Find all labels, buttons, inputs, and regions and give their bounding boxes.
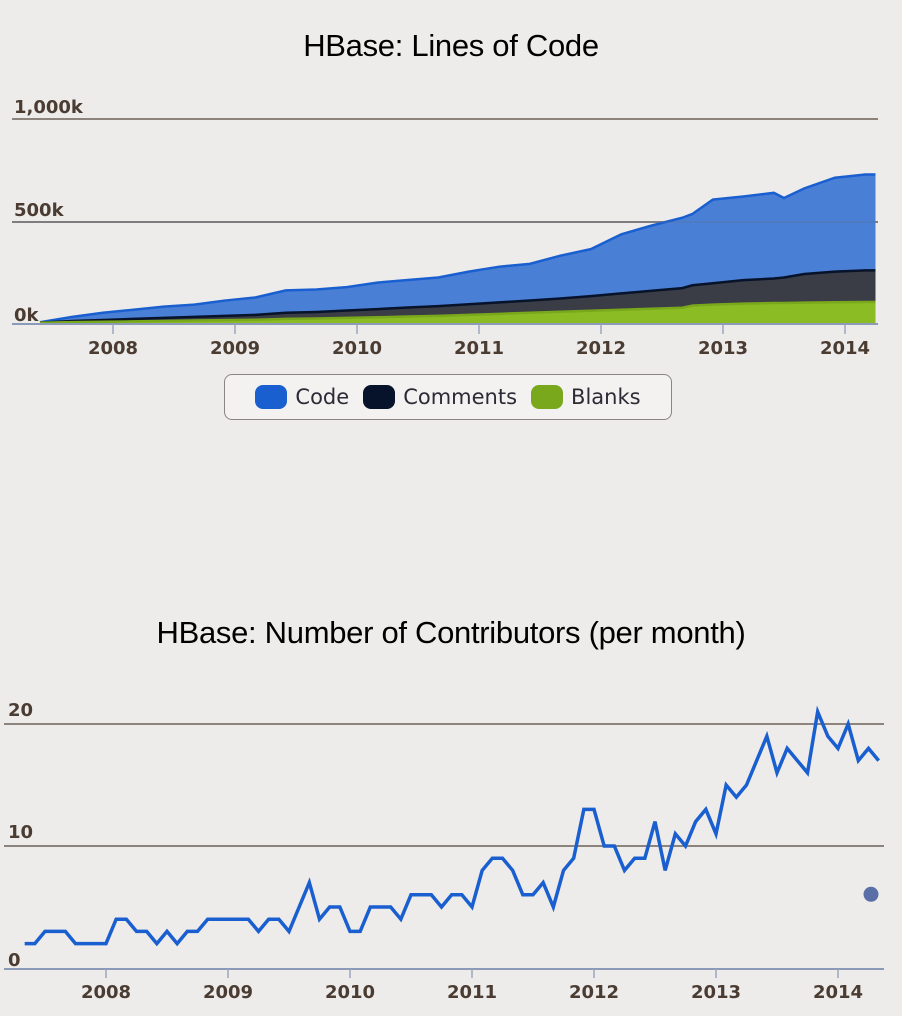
comments-area (40, 270, 876, 323)
latest-point-marker[interactable] (863, 886, 879, 902)
legend-label-code: Code (295, 385, 350, 409)
contributors-x-label: 2014 (813, 982, 863, 1003)
contributors-x-label: 2013 (691, 982, 741, 1003)
loc-x-label: 2009 (210, 338, 260, 359)
legend-label-comments: Comments (403, 385, 518, 409)
loc-x-label: 2012 (576, 338, 626, 359)
loc-chart-title: HBase: Lines of Code (303, 28, 599, 63)
contributors-y-axis-labels: 20 10 0 (8, 700, 33, 971)
legend-item-blanks[interactable]: Blanks (531, 385, 641, 409)
contributors-x-label: 2012 (569, 982, 619, 1003)
loc-y-label: 500k (14, 200, 65, 221)
contributors-x-label: 2011 (447, 982, 497, 1003)
legend-label-blanks: Blanks (571, 385, 641, 409)
loc-stacked-areas (12, 173, 878, 325)
blanks-area-edge (39, 300, 876, 325)
contributors-x-label: 2008 (81, 982, 131, 1003)
blanks-swatch-icon (531, 385, 564, 409)
legend-item-code[interactable]: Code (255, 385, 349, 409)
loc-y-label: 1,000k (14, 97, 84, 118)
contributors-chart-title: HBase: Number of Contributors (per month… (156, 615, 746, 650)
code-area-edge (39, 173, 876, 324)
blanks-area (40, 301, 876, 323)
contributors-x-axis: 2008 2009 2010 2011 2012 2013 2014 (4, 968, 884, 1003)
loc-y-axis-labels: 1,000k 500k 0k (14, 97, 84, 326)
contributors-x-label: 2009 (203, 982, 253, 1003)
contributors-gridlines (4, 723, 884, 847)
loc-x-label: 2013 (698, 338, 748, 359)
loc-y-label: 0k (14, 305, 40, 326)
comments-area-edge (39, 269, 876, 324)
loc-x-label: 2010 (332, 338, 382, 359)
contributors-y-label: 0 (8, 950, 21, 971)
contributors-x-label: 2010 (325, 982, 375, 1003)
loc-x-axis: 2008 2009 2010 2011 2012 2013 2014 (12, 323, 878, 359)
code-area (40, 174, 876, 323)
loc-area-chart: 2008 2009 2010 2011 2012 2013 2014 1,000k 500k 0… (12, 97, 878, 359)
legend-item-comments[interactable]: Comments (363, 385, 517, 409)
loc-x-label: 2008 (88, 338, 138, 359)
code-swatch-icon (255, 385, 288, 409)
contributors-series-line (24, 705, 881, 947)
loc-x-label: 2011 (454, 338, 504, 359)
contributors-y-label: 10 (8, 822, 33, 843)
loc-x-label: 2014 (820, 338, 870, 359)
contributors-y-label: 20 (8, 700, 33, 721)
loc-legend: Code Comments Blanks (224, 374, 672, 420)
comments-swatch-icon (363, 385, 396, 409)
contributors-line (24, 705, 881, 947)
